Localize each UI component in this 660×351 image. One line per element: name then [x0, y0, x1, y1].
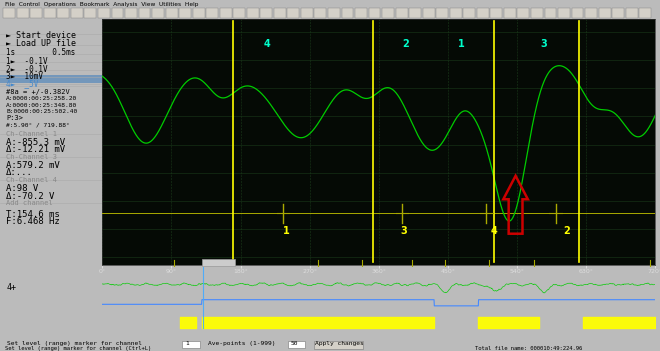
Bar [202, 259, 235, 266]
Bar [355, 8, 367, 18]
Text: 2: 2 [564, 226, 570, 236]
Text: A:-855.3 mV: A:-855.3 mV [6, 138, 65, 147]
Text: 4+: 4+ [6, 283, 16, 292]
Text: Δ:-70.2 V: Δ:-70.2 V [6, 192, 55, 200]
Bar [44, 8, 55, 18]
Bar [599, 8, 610, 18]
Bar [517, 8, 529, 18]
Text: 50: 50 [290, 341, 298, 346]
Bar [396, 8, 408, 18]
Bar [288, 341, 305, 347]
Bar [490, 8, 502, 18]
Bar [180, 8, 191, 18]
Text: Add channel: Add channel [6, 200, 53, 206]
Bar [314, 341, 363, 349]
Bar [112, 8, 123, 18]
Bar [382, 8, 394, 18]
Bar [450, 8, 462, 18]
Text: Δ:-12.21 mV: Δ:-12.21 mV [6, 145, 65, 154]
Bar [57, 8, 69, 18]
Text: 3: 3 [400, 226, 407, 236]
Bar [504, 8, 516, 18]
Text: B:0000:00:25:502.40: B:0000:00:25:502.40 [6, 109, 77, 114]
Bar [288, 8, 300, 18]
Bar [0, 75, 102, 83]
Text: Δ:...: Δ:... [6, 168, 33, 178]
Bar [558, 8, 570, 18]
Bar [612, 8, 624, 18]
Bar [342, 8, 354, 18]
Bar [477, 8, 488, 18]
Text: 1s        0.5ms: 1s 0.5ms [6, 48, 75, 57]
Bar [84, 8, 96, 18]
Text: A:579.2 mV: A:579.2 mV [6, 161, 60, 171]
Bar [301, 8, 313, 18]
Text: F:6.468 Hz: F:6.468 Hz [6, 217, 60, 226]
Bar [585, 8, 597, 18]
Text: 1: 1 [459, 39, 465, 49]
Text: 4: 4 [264, 39, 271, 49]
Bar [71, 8, 83, 18]
Text: Set level (range) marker for channel: Set level (range) marker for channel [7, 341, 142, 346]
Text: 4►  _5V: 4► _5V [6, 79, 38, 88]
Bar [166, 8, 178, 18]
Bar [274, 8, 286, 18]
Text: ► Start device: ► Start device [6, 31, 76, 40]
Bar [247, 8, 259, 18]
Bar [639, 8, 651, 18]
Bar [260, 8, 272, 18]
Bar [368, 8, 380, 18]
Bar [423, 8, 434, 18]
Bar [234, 8, 246, 18]
Bar [125, 8, 137, 18]
Bar [193, 8, 205, 18]
Text: Set level (range) marker for channel (Ctrl+L): Set level (range) marker for channel (Ct… [5, 346, 152, 351]
Bar [315, 8, 326, 18]
Bar [531, 8, 543, 18]
Text: Ch-Channel 4: Ch-Channel 4 [6, 178, 57, 184]
Text: A:0000:00:25:258.20: A:0000:00:25:258.20 [6, 96, 77, 101]
Text: #8a = +/-0.382V: #8a = +/-0.382V [6, 89, 70, 95]
Text: 1►  -0.1V: 1► -0.1V [6, 57, 48, 66]
Text: Ave-points (1-999): Ave-points (1-999) [208, 341, 275, 346]
Bar [220, 8, 232, 18]
Text: #:5.90° / 719.88°: #:5.90° / 719.88° [6, 122, 70, 127]
Bar [463, 8, 475, 18]
Bar [152, 8, 164, 18]
Bar [30, 8, 42, 18]
Text: A:98 V: A:98 V [6, 185, 38, 193]
Text: ► Load UP file: ► Load UP file [6, 39, 76, 47]
Text: 4: 4 [490, 226, 498, 236]
Bar [139, 8, 150, 18]
Text: A:0000:00:25:348.80: A:0000:00:25:348.80 [6, 102, 77, 107]
Bar [206, 8, 218, 18]
Bar [182, 341, 200, 347]
Bar [328, 8, 340, 18]
Bar [3, 8, 15, 18]
Text: 1: 1 [283, 226, 290, 236]
Bar [436, 8, 448, 18]
Text: 2►  -0.1V: 2► -0.1V [6, 65, 48, 74]
Text: 2: 2 [403, 39, 409, 49]
Text: Total file name: 000010:49:224.96: Total file name: 000010:49:224.96 [475, 346, 583, 351]
Bar [409, 8, 421, 18]
Text: T:154.6 ms: T:154.6 ms [6, 210, 60, 219]
Text: File  Control  Operations  Bookmark  Analysis  View  Utilities  Help: File Control Operations Bookmark Analysi… [5, 2, 199, 7]
Bar [626, 8, 638, 18]
Text: Apply changes: Apply changes [315, 341, 364, 346]
Text: 3►  10mV: 3► 10mV [6, 72, 43, 81]
Bar [17, 8, 29, 18]
Text: Ch-Channel 3: Ch-Channel 3 [6, 154, 57, 160]
Text: Ch-Channel 1: Ch-Channel 1 [6, 131, 57, 137]
Text: 1: 1 [185, 341, 189, 346]
Text: 3: 3 [541, 39, 547, 49]
Text: P:3>: P:3> [6, 115, 23, 121]
Bar [572, 8, 583, 18]
Bar [98, 8, 110, 18]
Bar [544, 8, 556, 18]
